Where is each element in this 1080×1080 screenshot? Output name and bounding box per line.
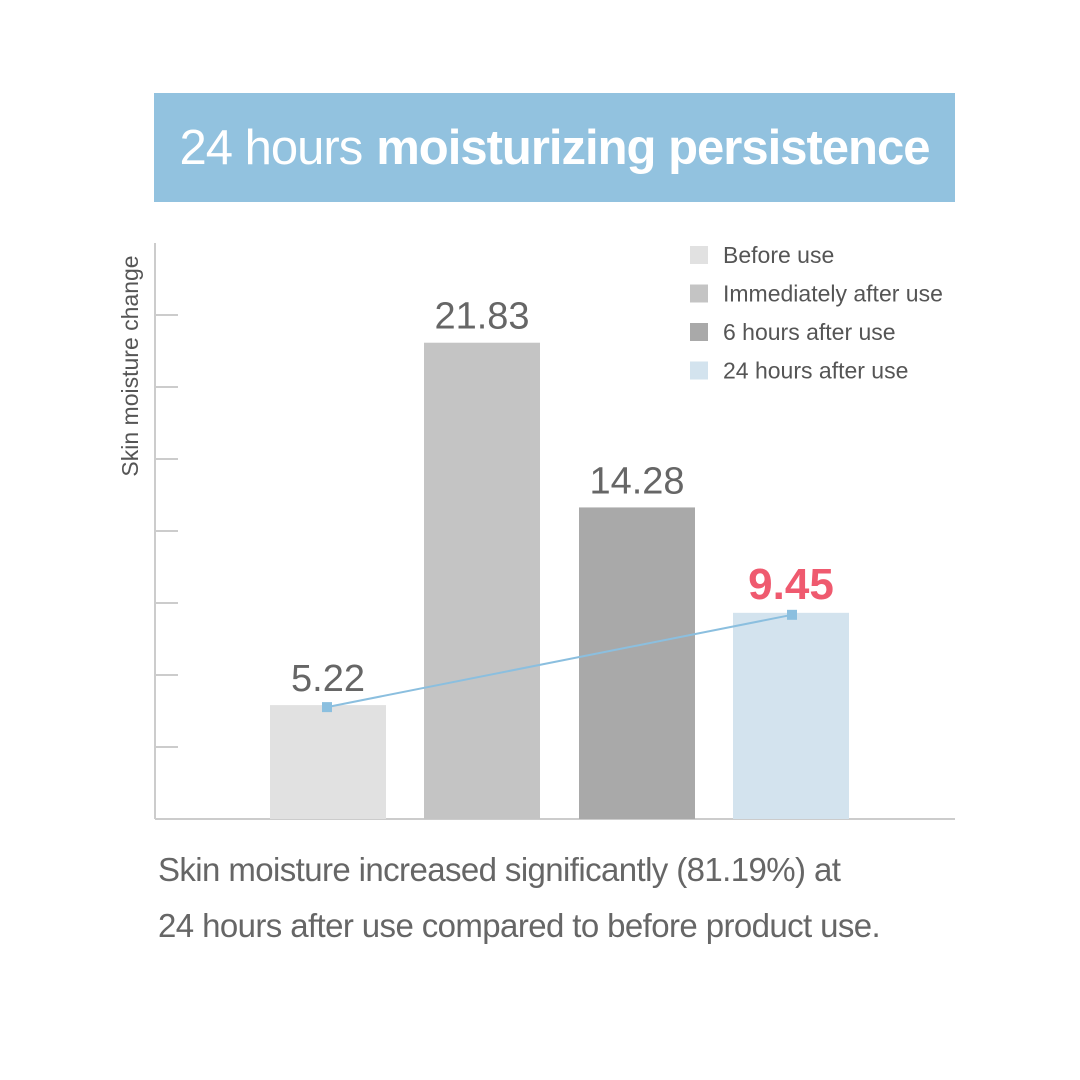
bar-1	[270, 705, 386, 819]
legend-label-1: Before use	[723, 242, 834, 268]
title-bold-text: moisturizing persistence	[376, 120, 930, 175]
bar-value-label-1: 5.22	[291, 658, 365, 700]
legend-swatch-1	[690, 246, 708, 264]
caption-line-1: Skin moisture increased significantly (8…	[158, 851, 841, 888]
bar-value-label-2: 21.83	[434, 296, 529, 338]
legend-label-2: Immediately after use	[723, 281, 943, 307]
trend-point-start	[322, 702, 332, 713]
legend-swatch-2	[690, 284, 708, 303]
chart-title-banner: 24 hours moisturizing persistence	[154, 93, 955, 202]
bar-value-label-3: 14.28	[589, 460, 684, 502]
bar-2	[424, 342, 540, 819]
legend-swatch-4	[690, 361, 708, 380]
trend-line	[326, 613, 793, 709]
y-axis-label: Skin moisture change	[117, 255, 143, 476]
trend-point-end	[787, 609, 797, 620]
caption-line-2: 24 hours after use compared to before pr…	[158, 907, 881, 944]
legend-swatch-3	[690, 323, 708, 341]
title-light-text: 24 hours	[179, 120, 364, 175]
bar-4	[733, 612, 849, 819]
legend-label-3: 6 hours after use	[723, 319, 896, 345]
bar-value-label-4: 9.45	[748, 560, 834, 609]
legend-label-4: 24 hours after use	[723, 358, 908, 384]
bar-3	[579, 507, 695, 819]
chart-caption: Skin moisture increased significantly (8…	[158, 842, 978, 954]
